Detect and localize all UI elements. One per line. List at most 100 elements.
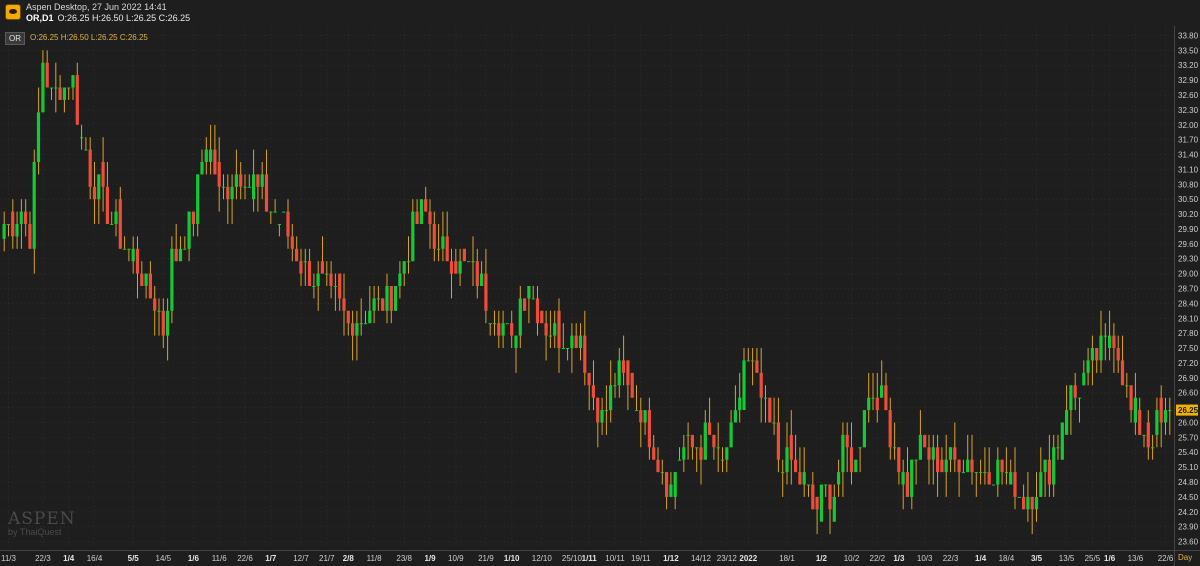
candle-down (239, 174, 243, 187)
candle-down (1000, 459, 1004, 473)
candle-down (1073, 385, 1077, 398)
y-tick-label: 30.20 (1178, 210, 1199, 219)
candle-down (58, 87, 62, 100)
candle-up (548, 335, 552, 337)
y-tick-label: 24.80 (1178, 478, 1199, 487)
candle-down (776, 422, 780, 460)
candle-up (187, 211, 191, 249)
candle-down (596, 397, 600, 423)
y-tick-label: 26.90 (1178, 374, 1199, 383)
candle-down (957, 459, 961, 473)
candle-up (84, 149, 88, 151)
candle-down (699, 447, 703, 460)
x-tick-label: 1/4 (975, 554, 987, 563)
candle-up (514, 335, 518, 348)
x-tick-label: 22/6 (1158, 554, 1174, 563)
y-tick-label: 27.50 (1178, 344, 1199, 353)
candle-up (467, 261, 471, 263)
candle-up (531, 298, 535, 300)
candle-down (105, 186, 109, 224)
candle-up (677, 459, 682, 461)
candle-down (217, 162, 221, 187)
candle-up (1056, 447, 1060, 449)
y-tick-label: 25.70 (1178, 433, 1199, 442)
title-bar: Aspen Desktop, 27 Jun 2022 14:41 OR,D1 O:… (0, 0, 1200, 26)
candle-up (991, 484, 996, 486)
candle-up (686, 434, 690, 436)
candle-up (273, 211, 277, 213)
candle-down (449, 261, 454, 274)
x-tick-label: 14/12 (691, 554, 712, 563)
candle-up (36, 112, 41, 162)
y-tick-label: 28.70 (1178, 285, 1199, 294)
candle-up (6, 224, 10, 225)
candle-up (910, 459, 914, 497)
chart-area[interactable] (0, 26, 1174, 551)
candle-up (505, 323, 509, 325)
candle-up (1017, 496, 1021, 498)
candle-up (1142, 434, 1146, 436)
candle-down (897, 447, 901, 473)
candle-down (329, 273, 333, 286)
candle-up (561, 348, 565, 349)
x-tick-label: 1/6 (1104, 554, 1116, 563)
candle-up (80, 137, 84, 139)
candle-down (987, 472, 991, 485)
candle-up (974, 472, 978, 474)
candle-up (243, 186, 247, 188)
x-tick-label: 22/3 (943, 554, 959, 563)
candle-down (923, 434, 927, 448)
candle-up (892, 447, 897, 449)
candle-up (471, 261, 475, 263)
candle-down (338, 273, 342, 299)
symbol-badge[interactable]: OR (5, 32, 25, 45)
candle-down (1095, 348, 1099, 361)
candle-up (695, 447, 699, 449)
candle-up (325, 273, 329, 275)
candle-up (961, 472, 965, 474)
candle-down (1146, 422, 1150, 448)
candle-up (871, 397, 875, 399)
y-tick-label: 32.60 (1178, 91, 1199, 100)
candle-down (424, 199, 428, 212)
x-tick-label: 10/3 (917, 554, 933, 563)
candle-up (196, 174, 200, 224)
candle-up (230, 186, 234, 200)
candle-up (725, 447, 729, 460)
candle-down (454, 261, 458, 274)
candle-down (191, 211, 195, 224)
candle-up (918, 434, 922, 460)
candle-up (252, 174, 256, 200)
aspen-logo-icon (5, 4, 21, 20)
legend-ohlc: O:26.25 H:26.50 L:26.25 C:26.25 (30, 33, 148, 42)
candle-up (49, 87, 54, 89)
y-tick-label: 31.10 (1178, 165, 1199, 174)
candle-up (480, 273, 484, 286)
candle-down (75, 75, 79, 125)
candle-up (806, 484, 811, 486)
y-tick-label: 24.50 (1178, 493, 1199, 502)
candle-down (135, 248, 140, 274)
y-tick-label: 29.90 (1178, 225, 1199, 234)
candle-down (708, 422, 712, 435)
y-tick-label: 29.60 (1178, 240, 1199, 249)
candle-down (875, 397, 879, 411)
candle-up (1133, 397, 1137, 423)
watermark-subtitle: by ThaiQuest (8, 527, 62, 537)
candle-up (570, 335, 574, 348)
candle-up (501, 323, 505, 336)
x-tick-label: 16/4 (87, 554, 103, 563)
period-label[interactable]: Day (1178, 553, 1193, 562)
candle-down (905, 472, 909, 497)
candle-up (41, 62, 45, 113)
candle-up (1168, 410, 1172, 412)
candle-up (110, 224, 114, 225)
candle-up (824, 484, 828, 486)
x-tick-label: 19/11 (631, 554, 651, 563)
candle-up (729, 422, 733, 448)
candle-down (1112, 335, 1116, 348)
candle-down (45, 62, 49, 88)
candle-down (940, 459, 944, 473)
candle-up (979, 472, 983, 474)
